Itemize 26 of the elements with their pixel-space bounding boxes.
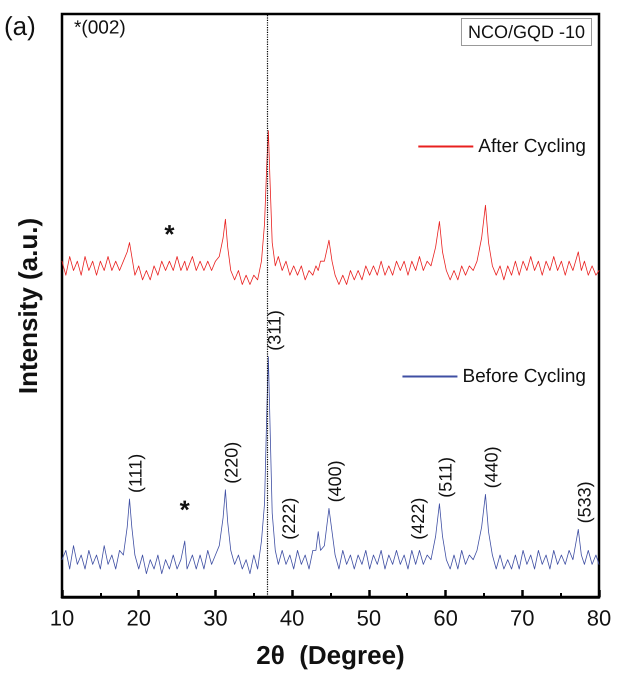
x-tick-label: 20: [126, 606, 151, 630]
legend-label: After Cycling: [478, 136, 586, 157]
x-tick-label: 50: [356, 606, 382, 630]
annotation: (311): [264, 310, 284, 351]
annotation: (440): [481, 446, 502, 488]
x-tick-label: 80: [586, 606, 612, 630]
annotation: *: [164, 219, 176, 250]
x-axis-title: 2θ (Degree): [256, 640, 405, 670]
x-tick-label: 40: [280, 606, 304, 630]
text: *(002): [74, 18, 126, 38]
annotation: *: [180, 494, 191, 524]
annotation: (222): [278, 498, 299, 540]
y-axis-title: Intensity (a.u.): [13, 218, 43, 394]
annotation: (220): [221, 442, 242, 484]
x-tick-label: 70: [510, 606, 535, 630]
legend-label: Before Cycling: [462, 366, 586, 387]
text: (a): [4, 11, 36, 41]
annotation: (533): [574, 481, 594, 524]
annotation: (511): [435, 457, 456, 498]
x-tick-label: 60: [433, 606, 458, 630]
annotation: (111): [126, 454, 146, 494]
x-tick-label: 10: [50, 606, 74, 630]
text: NCO/GQD -10: [468, 22, 585, 42]
annotation: (400): [324, 460, 345, 502]
x-tick-label: 30: [203, 606, 228, 630]
annotation: (422): [408, 498, 428, 540]
